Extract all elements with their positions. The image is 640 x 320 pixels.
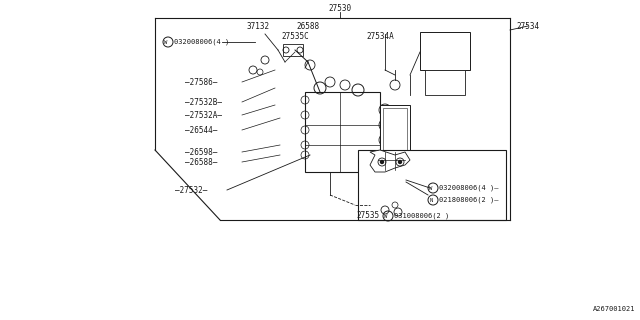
Text: —26588—: —26588—: [185, 157, 218, 166]
Bar: [283, 44, 303, 56]
Text: 27535: 27535: [356, 212, 380, 220]
Text: 27534: 27534: [516, 21, 540, 30]
Text: —27532B—: —27532B—: [185, 98, 222, 107]
Text: 021808006(2 )—: 021808006(2 )—: [439, 197, 499, 203]
Text: 37132: 37132: [246, 21, 269, 30]
Text: A267001021: A267001021: [593, 306, 635, 312]
Text: 031008006(2 ): 031008006(2 ): [394, 213, 449, 219]
Text: —26544—: —26544—: [185, 125, 218, 134]
Polygon shape: [370, 150, 410, 172]
Text: —27586—: —27586—: [185, 77, 218, 86]
Bar: [383, 108, 407, 158]
Text: 26588: 26588: [296, 21, 319, 30]
Text: W: W: [164, 39, 168, 44]
Text: 27535C: 27535C: [281, 31, 309, 41]
Text: —27532—: —27532—: [175, 186, 207, 195]
Bar: [425, 70, 465, 95]
Text: W: W: [429, 186, 433, 190]
Text: 27530: 27530: [328, 4, 351, 12]
Bar: [305, 92, 380, 172]
Text: —26598—: —26598—: [185, 148, 218, 156]
Bar: [420, 32, 470, 70]
Text: —27532A—: —27532A—: [185, 110, 222, 119]
Circle shape: [399, 161, 401, 164]
Text: W: W: [385, 213, 388, 219]
Bar: [358, 150, 506, 220]
Bar: [380, 105, 410, 160]
Text: 032008006(4 ): 032008006(4 ): [174, 39, 229, 45]
Text: 27534A: 27534A: [366, 31, 394, 41]
Text: 032008006(4 )—: 032008006(4 )—: [439, 185, 499, 191]
Circle shape: [381, 161, 383, 164]
Text: N: N: [429, 197, 433, 203]
